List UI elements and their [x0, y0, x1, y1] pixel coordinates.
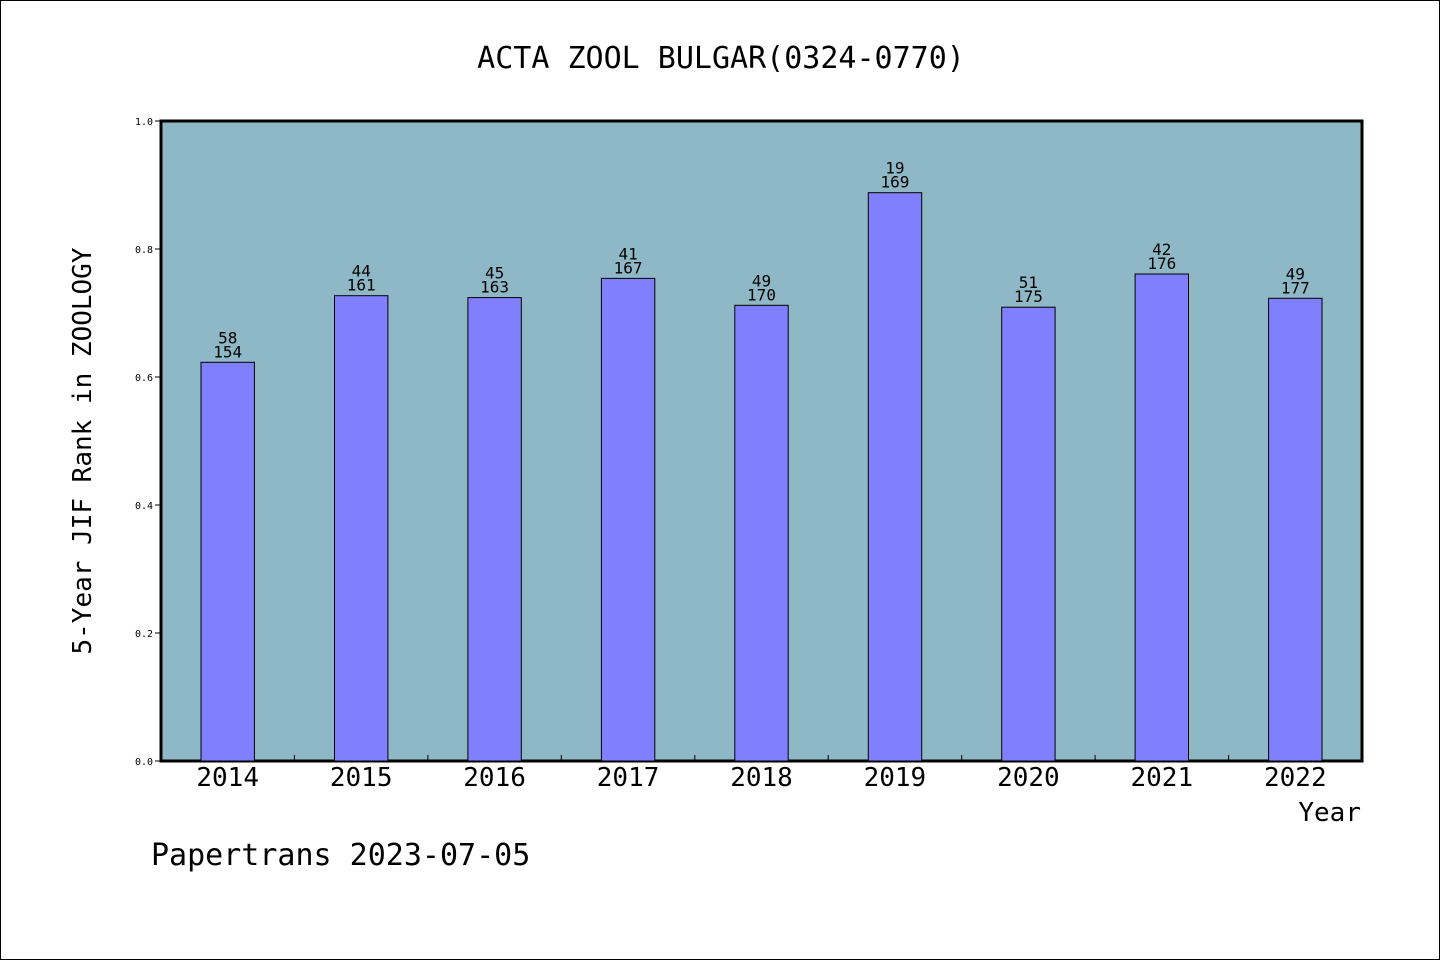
x-axis-label: Year — [1298, 798, 1361, 828]
bar-rank-label-2017: 41 — [618, 244, 637, 263]
y-tick-label: 0.4 — [135, 501, 153, 512]
bar-total-label-2019: 169 — [880, 173, 909, 192]
y-tick-label: 0.8 — [135, 245, 153, 256]
x-tick-label-2015: 2015 — [330, 763, 393, 793]
bar-2018 — [734, 304, 789, 762]
y-tick-label: 0.2 — [135, 629, 153, 640]
bar-rank-label-2015: 44 — [352, 262, 371, 281]
bar-total-label-2016: 163 — [480, 278, 509, 297]
x-tick-label-2018: 2018 — [730, 763, 793, 793]
x-tick-label-2022: 2022 — [1264, 763, 1327, 793]
bar-rank-label-2021: 42 — [1152, 240, 1171, 259]
y-tick-label: 0.0 — [135, 757, 153, 768]
bar-2016 — [467, 297, 522, 762]
bar-2015 — [334, 295, 389, 762]
x-axis-ticks: 2014 2015 2016 2017 2018 2019 2020 2021 2022 — [196, 755, 1327, 793]
x-tick-label-2014: 2014 — [196, 763, 259, 793]
bar-total-label-2015: 161 — [347, 276, 376, 295]
x-tick-label-2021: 2021 — [1130, 763, 1193, 793]
bar-2019 — [867, 192, 923, 762]
y-tick-label: 1.0 — [135, 117, 153, 128]
bar-total-label-2022: 177 — [1281, 278, 1310, 297]
bar-rank-label-2018: 49 — [752, 271, 771, 290]
x-tick-label-2017: 2017 — [597, 763, 660, 793]
bar-total-label-2018: 170 — [747, 285, 776, 304]
bar-total-label-2020: 175 — [1014, 287, 1043, 306]
x-tick-label-2019: 2019 — [864, 763, 927, 793]
bar-2020 — [1001, 306, 1056, 762]
bars-group — [200, 192, 1323, 762]
bar-total-label-2014: 154 — [213, 342, 242, 361]
bar-2022 — [1268, 297, 1323, 762]
y-axis-ticks: 0.0 0.2 0.4 0.6 0.8 1.0 — [135, 117, 161, 768]
y-tick-label: 0.6 — [135, 373, 153, 384]
bar-2021 — [1134, 273, 1189, 762]
bar-rank-label-2022: 49 — [1286, 264, 1305, 283]
bar-rank-label-2014: 58 — [218, 328, 237, 347]
bar-total-label-2017: 167 — [614, 258, 643, 277]
bar-total-label-2021: 176 — [1147, 254, 1176, 273]
footer-credit: Papertrans 2023-07-05 — [151, 838, 530, 873]
bar-2014 — [200, 361, 255, 762]
bar-2017 — [600, 277, 656, 762]
bar-rank-label-2019: 19 — [885, 159, 904, 178]
x-tick-label-2016: 2016 — [463, 763, 526, 793]
y-axis-label: 5-Year JIF Rank in ZOOLOGY — [68, 247, 98, 654]
chart-title: ACTA ZOOL BULGAR(0324-0770) — [477, 41, 965, 76]
bar-labels-group: 5815444161451634116749170191695117542176… — [213, 159, 1310, 362]
x-tick-label-2020: 2020 — [997, 763, 1060, 793]
bar-rank-label-2016: 45 — [485, 264, 504, 283]
bar-rank-label-2020: 51 — [1019, 273, 1038, 292]
